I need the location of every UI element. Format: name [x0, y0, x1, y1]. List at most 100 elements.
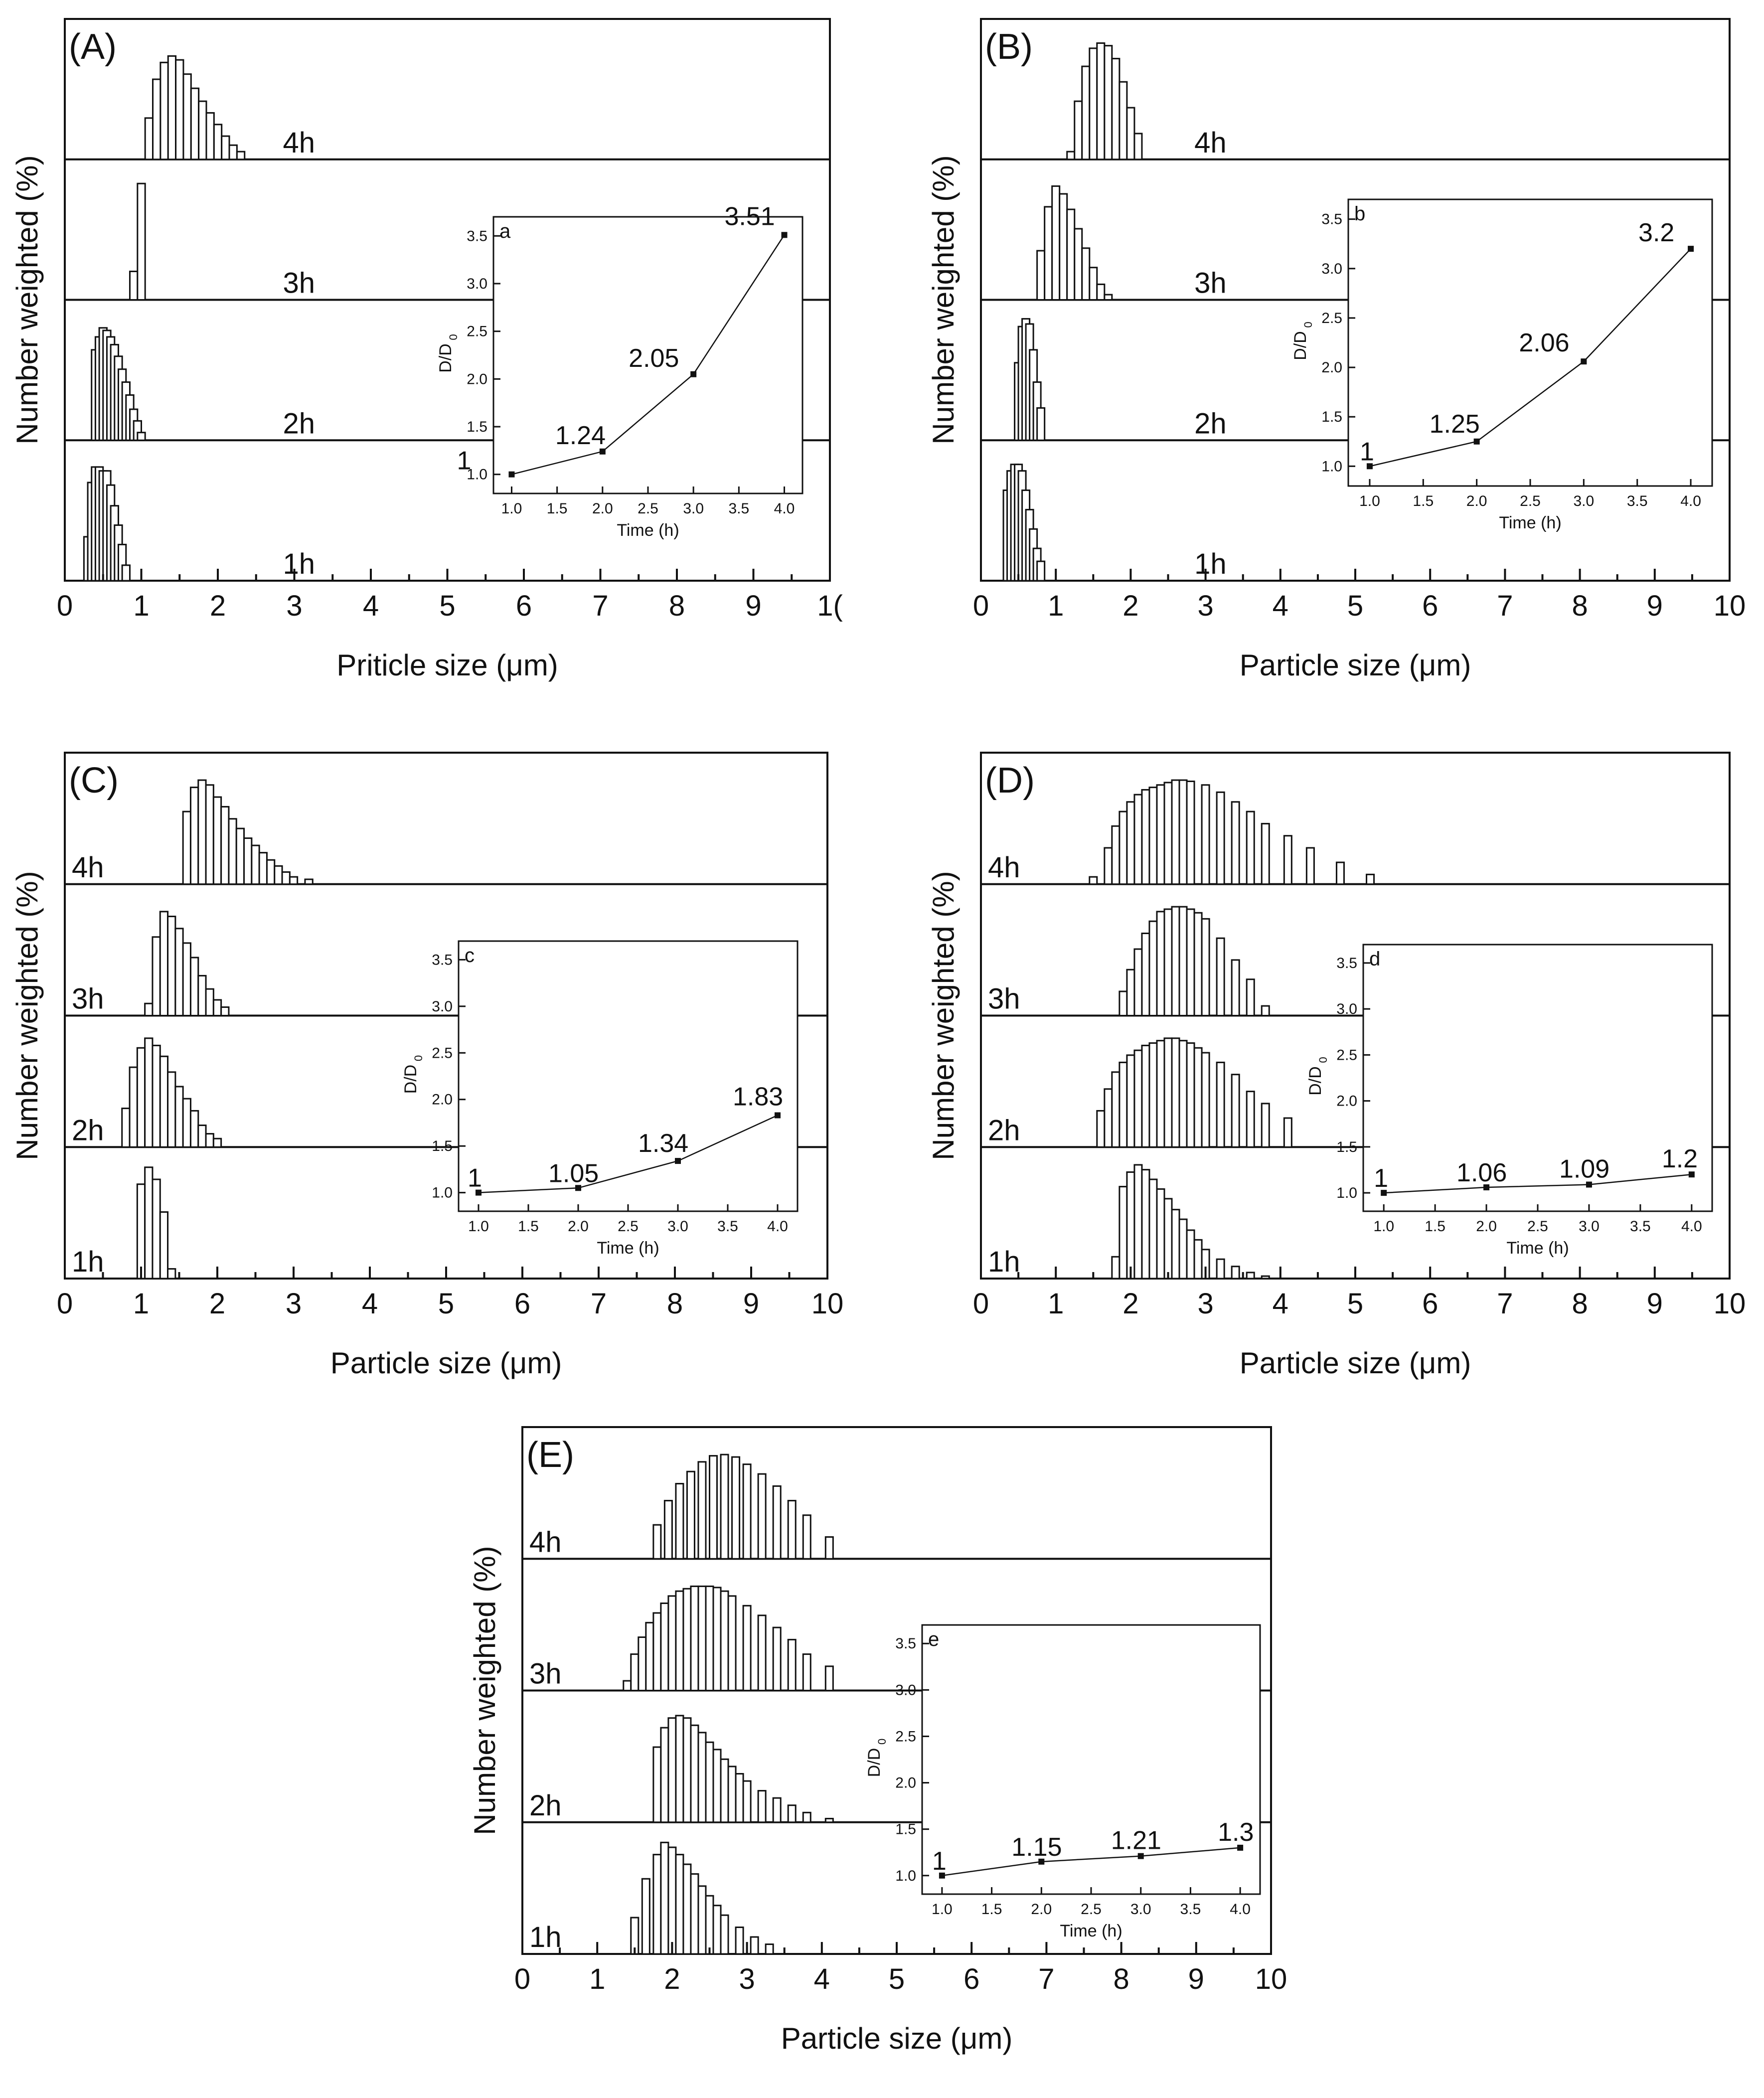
- histogram-bar: [682, 1717, 692, 1823]
- histogram-bar: [690, 1873, 699, 1955]
- histogram-bar: [1133, 794, 1143, 885]
- series-label-3h: 3h: [529, 1658, 562, 1690]
- histogram-bar: [1111, 1256, 1121, 1280]
- x-tick-label: 4: [363, 590, 379, 622]
- x-tick-label: 6: [963, 1963, 979, 1995]
- inset-point-label: 1.15: [1011, 1833, 1062, 1862]
- inset-y-tick-label: 2.5: [1336, 1047, 1357, 1063]
- histogram-bar: [1126, 1054, 1135, 1148]
- inset-x-tick-label: 2.5: [1527, 1218, 1548, 1235]
- histogram-bar: [787, 1500, 797, 1560]
- histogram-bar: [136, 1047, 146, 1148]
- histogram-bar: [228, 144, 238, 161]
- histogram-bar: [159, 911, 169, 1017]
- inset-frame: [921, 1624, 1261, 1895]
- series-label-2h: 2h: [1194, 407, 1227, 440]
- inset-y-axis-label: D/D: [436, 343, 455, 373]
- inset-x-tick-label: 1.0: [1359, 493, 1380, 509]
- inset-y-tick-label: 1.0: [895, 1868, 916, 1884]
- inset-point-label: 1.25: [1430, 410, 1480, 439]
- histogram-bar: [281, 871, 291, 885]
- histogram-bar: [221, 135, 230, 161]
- inset-y-tick-label: 3.0: [1321, 261, 1342, 277]
- x-tick-label: 1: [133, 590, 149, 622]
- x-tick-label: 5: [889, 1963, 905, 1995]
- inset-x-tick-label: 2.0: [592, 500, 613, 517]
- inset-y-tick-label: 1.0: [1321, 458, 1342, 475]
- inset-y-tick-label: 1.5: [467, 419, 487, 435]
- inset-data-point: [1586, 1181, 1592, 1188]
- histogram-bar: [697, 1732, 707, 1823]
- inset-x-tick-label: 3.5: [728, 500, 749, 517]
- y-axis-label: Number weighted (%): [468, 1546, 501, 1835]
- histogram-bar: [660, 1727, 669, 1823]
- histogram-bar: [652, 1524, 662, 1560]
- histogram-bar: [182, 942, 191, 1017]
- inset-point-label: 1: [1360, 437, 1374, 466]
- inset-x-tick-label: 3.0: [1130, 1901, 1151, 1918]
- inset-x-tick-label: 2.5: [1081, 1901, 1102, 1918]
- histogram-bar: [1119, 81, 1128, 161]
- histogram-bar: [652, 1746, 662, 1823]
- histogram-bar: [824, 1536, 834, 1560]
- histogram-bar: [1148, 1042, 1158, 1148]
- inset-point-label: 1.05: [548, 1159, 599, 1188]
- histogram-bar: [1089, 876, 1098, 885]
- histogram-bar: [720, 1914, 729, 1955]
- histogram-bar: [690, 1724, 699, 1823]
- histogram-bar: [1104, 294, 1113, 301]
- inset-y-axis-label-group: D/D 0: [1306, 1057, 1329, 1096]
- series-label-1h: 1h: [988, 1246, 1020, 1278]
- x-tick-label: 4: [1273, 1288, 1288, 1320]
- inset-series-line: [511, 234, 785, 475]
- histogram-bar: [1141, 1044, 1150, 1148]
- x-tick-label: 3: [1197, 590, 1213, 622]
- panel-title: (E): [526, 1435, 574, 1475]
- inset-point-label: 3.2: [1638, 218, 1674, 247]
- histogram-bar: [757, 1790, 767, 1823]
- histogram-bar: [772, 1485, 782, 1560]
- x-tick-label: 8: [667, 1288, 683, 1320]
- histogram-bar: [190, 87, 200, 161]
- histogram-bar: [772, 1626, 782, 1691]
- inset-x-axis-label: Time (h): [1060, 1922, 1122, 1940]
- inset-data-point: [1483, 1184, 1490, 1191]
- inset-point-label: 1.2: [1662, 1144, 1698, 1173]
- histogram-bar: [1133, 1049, 1143, 1148]
- x-tick-label: 0: [973, 1288, 989, 1320]
- histogram-bar: [720, 1453, 729, 1560]
- inset-x-tick-label: 3.0: [1573, 493, 1594, 509]
- histogram-bar: [802, 1811, 811, 1823]
- inset-point-label: 1.21: [1111, 1826, 1161, 1855]
- histogram-bar: [720, 1590, 729, 1692]
- inset-y-tick-label: 3.0: [467, 276, 487, 292]
- histogram-bar: [1081, 65, 1091, 161]
- x-tick-label: 7: [1038, 1963, 1054, 1995]
- x-axis-label: Priticle size (μm): [336, 648, 558, 682]
- histogram-bar: [1186, 1042, 1195, 1148]
- histogram-bar: [205, 1133, 214, 1148]
- histogram-bar: [1126, 801, 1135, 885]
- inset-point-label: 1.06: [1456, 1158, 1507, 1187]
- inset-x-axis-label: Time (h): [1506, 1239, 1569, 1258]
- histogram-bar: [236, 151, 246, 161]
- histogram-bar: [697, 1461, 707, 1560]
- y-axis-label: Number weighted (%): [927, 871, 960, 1160]
- x-tick-label: 9: [1647, 1288, 1663, 1320]
- x-tick-label: 8: [1113, 1963, 1129, 1995]
- x-tick-label: 3: [286, 1288, 302, 1320]
- histogram-bar: [1104, 1088, 1113, 1148]
- histogram-bar: [697, 1885, 707, 1955]
- inset-label: d: [1369, 948, 1380, 970]
- histogram-bar: [1186, 780, 1195, 885]
- histogram-bar: [1163, 908, 1173, 1017]
- histogram-bar: [1051, 185, 1061, 301]
- histogram-bar: [1261, 1103, 1270, 1148]
- histogram-bar: [682, 1863, 692, 1955]
- series-label-1h: 1h: [72, 1246, 104, 1278]
- histogram-bar: [1201, 784, 1210, 885]
- histogram-bar: [675, 1715, 684, 1823]
- histogram-bar: [197, 1125, 207, 1148]
- histogram-bar: [1096, 1110, 1106, 1148]
- histogram-bar: [1178, 1218, 1188, 1280]
